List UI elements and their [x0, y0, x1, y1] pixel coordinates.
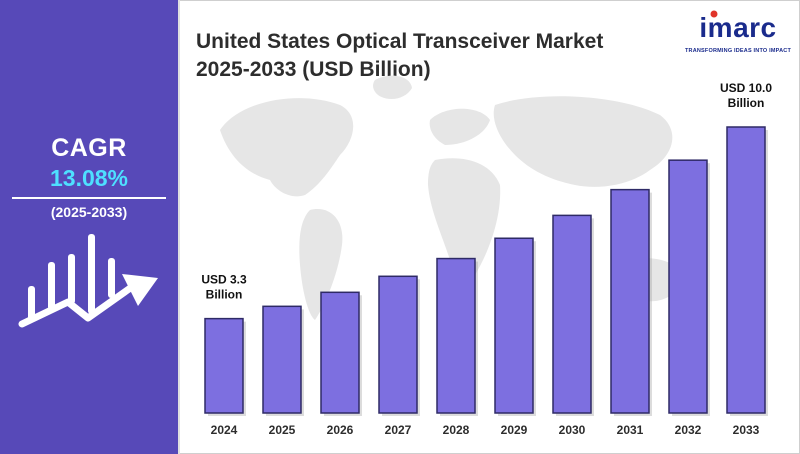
- bar-2032: [668, 159, 708, 414]
- x-tick-label-2026: 2026: [327, 423, 354, 437]
- cagr-value: 13.08%: [49, 165, 128, 191]
- x-tick-label-2029: 2029: [501, 423, 528, 437]
- data-label-2024-line2: Billion: [206, 288, 243, 302]
- logo-wordmark: imarc: [699, 12, 777, 43]
- bar-2025: [262, 305, 302, 414]
- bar-2029: [494, 237, 534, 414]
- x-tick-label-2033: 2033: [733, 423, 760, 437]
- growth-bars-arrow-icon: [18, 234, 158, 328]
- x-tick-labels: 2024 2025 2026 2027 2028 2029 2030 2031 2032 2033: [211, 423, 760, 437]
- bar-2024: [204, 317, 244, 414]
- cagr-label: CAGR: [51, 134, 127, 162]
- x-tick-label-2028: 2028: [443, 423, 470, 437]
- chart-title-line1: United States Optical Transceiver Market: [196, 30, 604, 53]
- chart-area: 2024 2025 2026 2027 2028 2029 2030 2031 2032 2033…: [180, 60, 800, 454]
- x-tick-label-2027: 2027: [385, 423, 412, 437]
- logo-dot-icon: [710, 10, 718, 18]
- bar-2026: [320, 291, 360, 414]
- cagr-divider: [12, 197, 166, 199]
- cagr-panel: CAGR 13.08% (2025-2033): [0, 0, 178, 454]
- bar-2031: [610, 188, 650, 414]
- chart-title-line2: 2025-2033 (USD Billion): [196, 58, 431, 81]
- world-map-background: [220, 75, 685, 320]
- x-tick-label-2025: 2025: [269, 423, 296, 437]
- bars-layer: [204, 126, 768, 416]
- panel-divider: [178, 0, 180, 454]
- bar-2028: [436, 257, 476, 414]
- imarc-logo: imarc TRANSFORMING IDEAS INTO IMPACT: [682, 8, 794, 56]
- data-label-2033-line2: Billion: [728, 96, 765, 110]
- x-tick-label-2030: 2030: [559, 423, 586, 437]
- data-label-2033-line1: USD 10.0: [720, 81, 772, 95]
- chart-title: United States Optical Transceiver Market…: [196, 28, 676, 84]
- cagr-period: (2025-2033): [50, 204, 128, 220]
- x-tick-label-2032: 2032: [675, 423, 702, 437]
- bar-chart: 2024 2025 2026 2027 2028 2029 2030 2031 2032 2033…: [201, 75, 772, 437]
- x-tick-label-2031: 2031: [617, 423, 644, 437]
- logo-tagline: TRANSFORMING IDEAS INTO IMPACT: [684, 48, 792, 54]
- bar-2033: [726, 126, 766, 414]
- bar-2030: [552, 214, 592, 414]
- bar-2027: [378, 275, 418, 414]
- data-label-2024-line1: USD 3.3: [201, 273, 247, 287]
- x-tick-label-2024: 2024: [211, 423, 238, 437]
